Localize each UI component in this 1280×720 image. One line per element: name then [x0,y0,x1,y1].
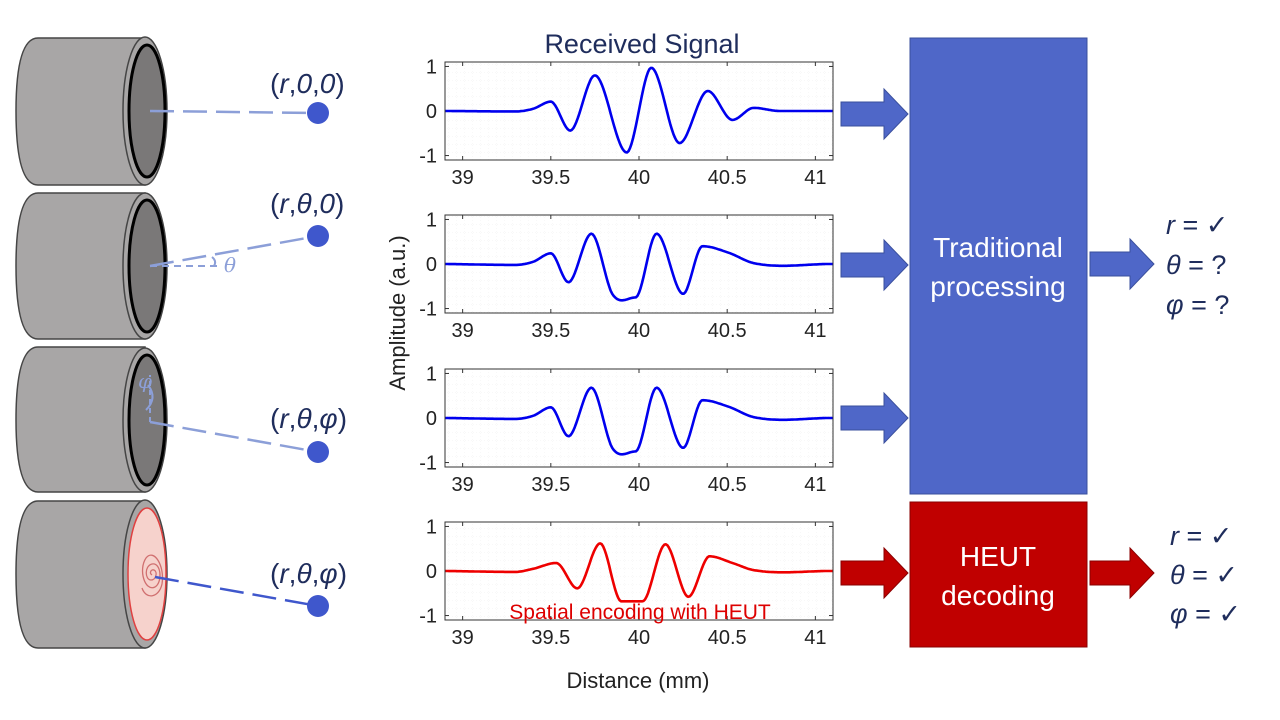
transducer-2: θ [15,192,329,340]
x-tick-label: 40 [628,320,650,342]
theta-angle-label: θ [224,253,236,277]
y-tick-label: 0 [426,254,437,276]
heut-result-theta: θ = ✓ [1170,560,1238,590]
arrow-signal-3 [840,391,909,445]
arrow-traditional-output [1089,237,1155,291]
x-tick-label: 41 [804,167,826,189]
heut-annotation: Spatial encoding with HEUT [509,601,771,624]
signal-panel-1-frame [444,61,834,161]
y-tick-label: 0 [426,101,437,123]
x-tick-label: 40.5 [708,627,747,649]
heut-block-line2: decoding [941,580,1055,611]
y-tick-label: 1 [426,209,437,231]
y-tick-label: -1 [419,146,437,168]
position-label-1: (r,0,0) [270,68,345,99]
x-tick-label: 40 [628,627,650,649]
heut-result-r: r = ✓ [1170,521,1232,551]
beam-line-3 [149,420,319,454]
signal-waveform-4 [445,542,833,603]
signal-panel-2-frame [444,214,834,314]
target-point-1 [307,102,329,124]
x-tick-label: 39.5 [531,167,570,189]
traditional-block-line2: processing [930,271,1065,302]
transducer-4-heut [15,499,329,649]
theta-arc [211,256,217,267]
signal-panel-3-frame [444,368,834,468]
y-tick-label: 0 [426,561,437,583]
beam-line-1 [149,109,319,115]
transducer-3-face [127,353,167,487]
y-tick-label: 1 [426,56,437,78]
heut-decoding-block [909,501,1088,648]
y-axis-label: Amplitude (a.u.) [385,235,410,390]
heut-block-line1: HEUT [960,541,1036,572]
arrow-heut-output [1089,546,1155,600]
position-label-4: (r,θ,φ) [270,558,347,589]
signal-waveform-1 [445,66,833,154]
arrow-signal-2 [840,238,909,292]
beam-line-2 [149,234,319,268]
transducer-2-face [127,198,167,334]
traditional-result-phi: φ = ? [1166,290,1229,320]
heut-face [127,507,167,641]
x-tick-label: 41 [804,474,826,496]
x-tick-label: 39 [452,627,474,649]
traditional-result-theta: θ = ? [1166,250,1226,280]
x-tick-label: 39 [452,167,474,189]
x-tick-label: 39.5 [531,474,570,496]
arrow-signal-4 [840,546,909,600]
y-tick-label: 0 [426,408,437,430]
target-point-4 [307,595,329,617]
x-tick-label: 39 [452,320,474,342]
x-tick-label: 39.5 [531,320,570,342]
x-tick-label: 41 [804,320,826,342]
arrow-signal-1 [840,87,909,141]
signal-panels: 39 39.5 40 40.5 41 1 0 -1 39 39.5 40 40.5 41 1 0 -1 39 39… [419,56,834,649]
y-tick-label: -1 [419,299,437,321]
traditional-results: r = ✓ θ = ? φ = ? [1166,210,1229,320]
traditional-result-r: r = ✓ [1166,210,1228,240]
traditional-block-line1: Traditional [933,232,1063,263]
x-tick-label: 39 [452,474,474,496]
x-tick-label: 40 [628,474,650,496]
phi-arc [145,384,154,411]
heut-results: r = ✓ θ = ✓ φ = ✓ [1170,521,1241,629]
x-axis-label: Distance (mm) [566,668,709,693]
transducer-1 [15,36,329,186]
signal-waveform-3 [445,386,833,456]
y-tick-label: 1 [426,363,437,385]
y-tick-label: -1 [419,606,437,628]
x-tick-label: 40.5 [708,474,747,496]
x-tick-label: 41 [804,627,826,649]
signal-panel-4-frame [444,521,834,621]
traditional-processing-block [909,37,1088,495]
x-tick-label: 40.5 [708,320,747,342]
chart-title: Received Signal [544,29,739,59]
beam-line-4 [154,575,319,608]
position-label-2: (r,θ,0) [270,188,344,219]
phi-angle-label: φ [138,369,152,393]
x-tick-label: 40 [628,167,650,189]
y-tick-label: 1 [426,516,437,538]
target-point-2 [307,225,329,247]
signal-waveform-2 [445,232,833,302]
position-label-3: (r,θ,φ) [270,403,347,434]
x-tick-label: 39.5 [531,627,570,649]
transducer-3: φ [15,346,329,493]
target-point-3 [307,441,329,463]
x-tick-label: 40.5 [708,167,747,189]
heut-result-phi: φ = ✓ [1170,599,1241,629]
y-tick-label: -1 [419,453,437,475]
